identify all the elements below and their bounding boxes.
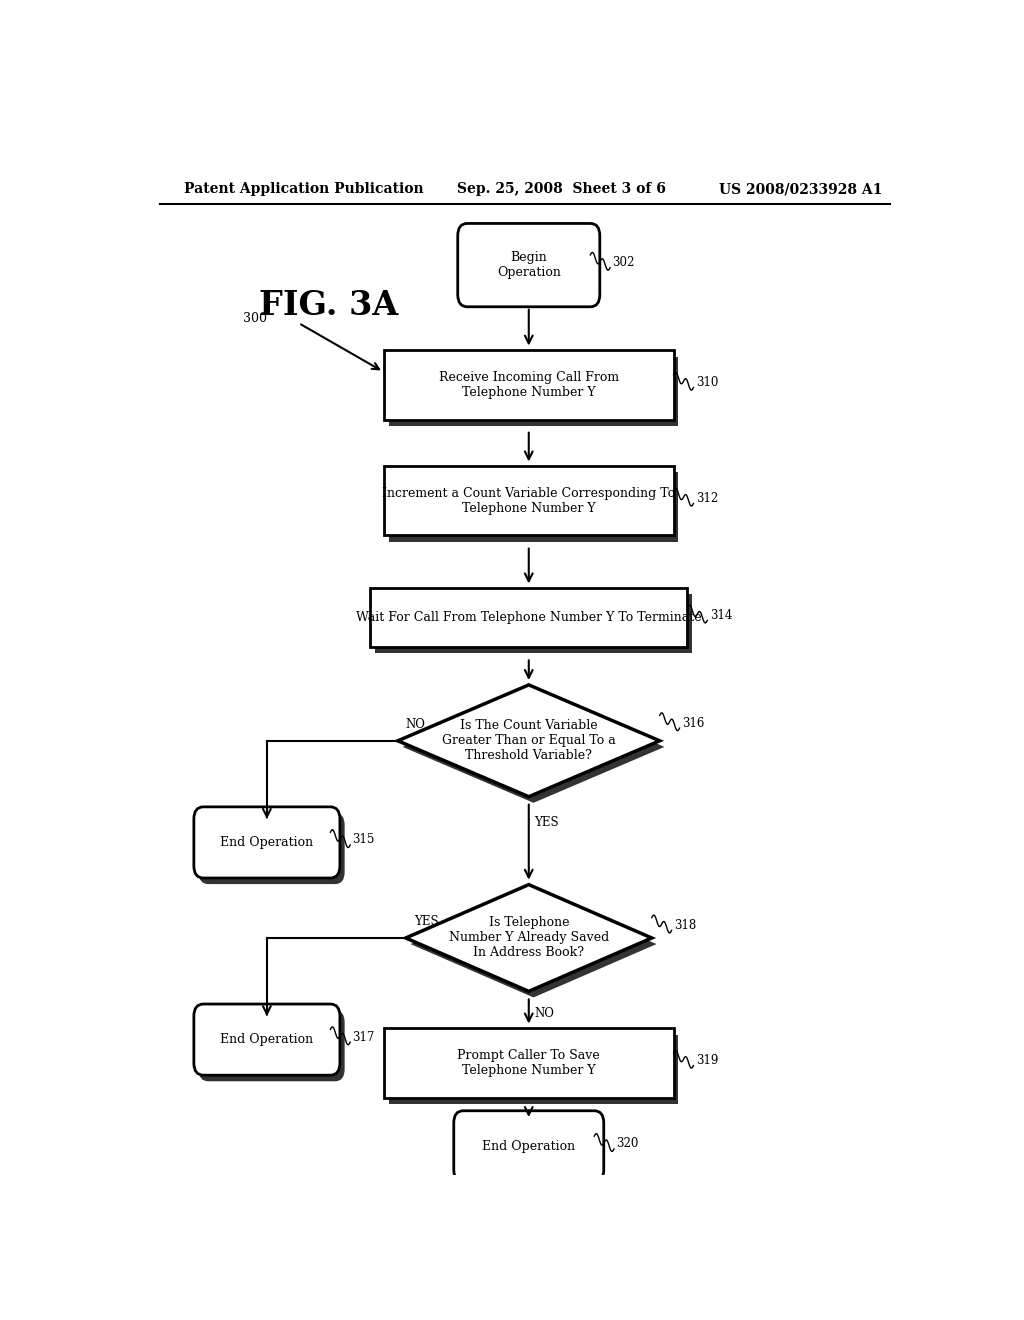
Text: YES: YES (535, 816, 559, 829)
Text: End Operation: End Operation (482, 1140, 575, 1152)
Text: Wait For Call From Telephone Number Y To Terminate: Wait For Call From Telephone Number Y To… (356, 611, 701, 624)
Polygon shape (384, 1028, 674, 1097)
Text: 302: 302 (612, 256, 635, 269)
FancyBboxPatch shape (454, 1110, 604, 1181)
Polygon shape (389, 356, 678, 426)
Text: Patent Application Publication: Patent Application Publication (183, 182, 423, 197)
Text: YES: YES (414, 915, 438, 928)
Text: 312: 312 (696, 492, 718, 504)
Text: Sep. 25, 2008  Sheet 3 of 6: Sep. 25, 2008 Sheet 3 of 6 (458, 182, 667, 197)
Text: 310: 310 (696, 376, 718, 389)
Text: Is The Count Variable
Greater Than or Equal To a
Threshold Variable?: Is The Count Variable Greater Than or Eq… (442, 719, 615, 762)
Polygon shape (397, 685, 659, 797)
Polygon shape (402, 690, 665, 803)
Text: 319: 319 (696, 1053, 718, 1067)
Polygon shape (389, 1035, 678, 1104)
Polygon shape (384, 351, 674, 420)
Text: Begin
Operation: Begin Operation (497, 251, 561, 279)
FancyBboxPatch shape (458, 223, 600, 306)
Polygon shape (375, 594, 692, 653)
Text: Receive Incoming Call From
Telephone Number Y: Receive Incoming Call From Telephone Num… (438, 371, 618, 399)
Text: 318: 318 (674, 919, 696, 932)
Text: 316: 316 (682, 717, 705, 730)
Text: End Operation: End Operation (220, 836, 313, 849)
Polygon shape (389, 473, 678, 541)
Text: NO: NO (406, 718, 426, 731)
FancyBboxPatch shape (199, 813, 345, 884)
Polygon shape (370, 589, 687, 647)
FancyBboxPatch shape (194, 1005, 340, 1076)
Polygon shape (411, 891, 656, 998)
Text: 300: 300 (243, 313, 267, 326)
Text: 320: 320 (616, 1138, 639, 1150)
Polygon shape (384, 466, 674, 536)
Text: 317: 317 (352, 1031, 375, 1044)
Text: US 2008/0233928 A1: US 2008/0233928 A1 (719, 182, 883, 197)
Polygon shape (406, 884, 652, 991)
Text: 315: 315 (352, 833, 375, 846)
Text: Prompt Caller To Save
Telephone Number Y: Prompt Caller To Save Telephone Number Y (458, 1049, 600, 1077)
Text: End Operation: End Operation (220, 1034, 313, 1047)
Text: Is Telephone
Number Y Already Saved
In Address Book?: Is Telephone Number Y Already Saved In A… (449, 916, 609, 960)
Text: FIG. 3A: FIG. 3A (259, 289, 398, 322)
FancyBboxPatch shape (199, 1010, 345, 1081)
Text: 314: 314 (710, 609, 732, 622)
FancyBboxPatch shape (194, 807, 340, 878)
Text: NO: NO (535, 1007, 554, 1020)
Text: Increment a Count Variable Corresponding To
Telephone Number Y: Increment a Count Variable Corresponding… (382, 487, 676, 515)
